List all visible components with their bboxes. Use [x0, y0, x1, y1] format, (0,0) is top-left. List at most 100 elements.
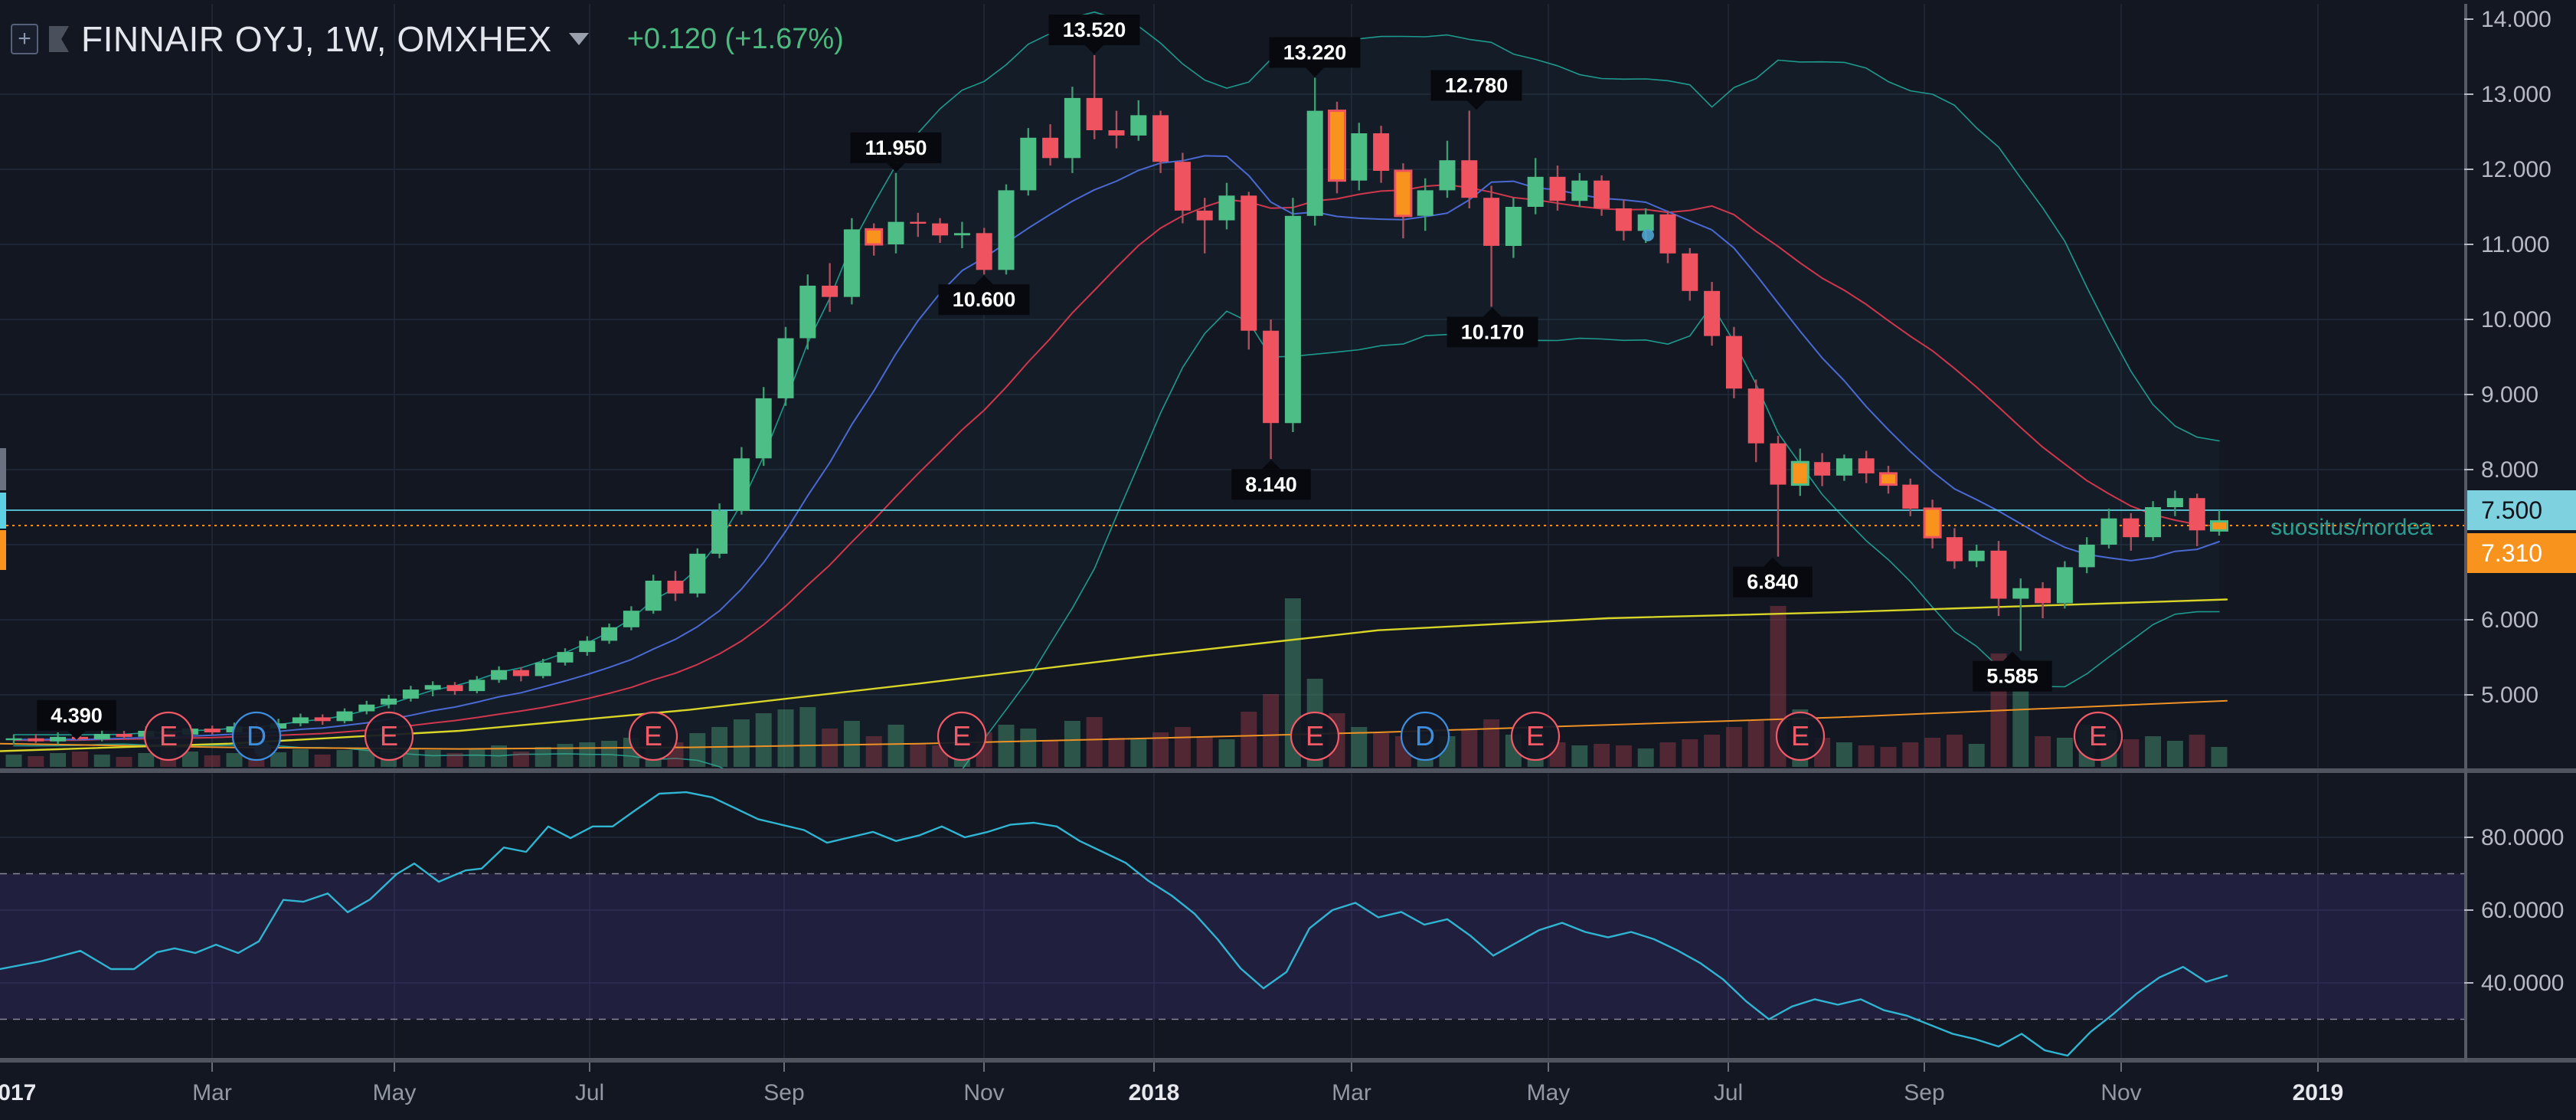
- volume-bar: [292, 749, 309, 767]
- price-callout-text: 10.600: [953, 288, 1016, 311]
- price-callout-box: [850, 132, 942, 163]
- earnings-marker[interactable]: [143, 711, 194, 761]
- candle-body: [645, 581, 662, 611]
- candle-body: [1594, 180, 1610, 208]
- candle-body: [1042, 137, 1059, 159]
- volume-bar: [93, 755, 110, 767]
- candle-body: [469, 680, 485, 692]
- volume-bar: [601, 741, 618, 767]
- candle-body: [976, 233, 992, 270]
- candle-body: [1637, 214, 1654, 231]
- time-axis-label: Sep: [1904, 1080, 1944, 1105]
- candle-body: [623, 611, 639, 627]
- volume-bar: [1968, 744, 1985, 767]
- price-callout-text: 8.140: [1245, 473, 1297, 496]
- volume-bar: [2056, 738, 2073, 767]
- candle-body: [1218, 195, 1235, 221]
- price-callout-box: [1973, 660, 2052, 692]
- event-marker-letter: E: [2089, 720, 2107, 752]
- rsi-line: [0, 791, 2228, 1057]
- volume-bar: [1902, 742, 1919, 767]
- candle-body: [292, 717, 309, 724]
- candle-body: [358, 704, 375, 712]
- candle-body: [733, 458, 750, 511]
- price-change: +0.120 (+1.67%): [626, 22, 844, 55]
- pane-separator-bottom[interactable]: [0, 1058, 2576, 1063]
- event-marker-letter: E: [1306, 720, 1324, 752]
- candle-body: [1020, 137, 1037, 191]
- earnings-marker[interactable]: [628, 711, 678, 761]
- candle-body: [557, 652, 574, 663]
- candle-body: [402, 689, 419, 699]
- candle-body: [1968, 550, 1985, 562]
- volume-bar: [1218, 739, 1235, 767]
- volume-bar: [1263, 694, 1280, 767]
- candle-body: [998, 190, 1015, 270]
- candle-body: [93, 734, 110, 739]
- price-callout-pointer: [1483, 307, 1502, 317]
- chevron-down-icon[interactable]: [568, 33, 589, 45]
- candle-body: [1130, 115, 1147, 136]
- dividend-marker[interactable]: [231, 711, 282, 761]
- left-edge-orange-fragment: [0, 530, 6, 570]
- candle-body: [1836, 458, 1852, 476]
- volume-bar: [1042, 740, 1059, 767]
- candle-body: [910, 221, 927, 224]
- left-edge-gray-fragment: [0, 448, 6, 490]
- volume-bar: [226, 753, 243, 767]
- volume-bar: [2166, 741, 2183, 767]
- candle-body: [2123, 518, 2140, 538]
- blue-dot-marker[interactable]: [1642, 229, 1654, 241]
- candle-body: [953, 233, 970, 236]
- candle-body: [381, 698, 397, 705]
- rsi-axis-label: 40.0000: [2481, 971, 2564, 996]
- candle-body: [491, 670, 508, 680]
- left-edge-cyan-fragment: [0, 493, 6, 529]
- dividend-marker[interactable]: [1400, 711, 1450, 761]
- candle-body: [512, 670, 529, 676]
- volume-bar: [1725, 727, 1742, 767]
- event-marker-letter: E: [1791, 720, 1809, 752]
- price-callout-pointer: [1467, 100, 1486, 110]
- earnings-marker[interactable]: [1510, 711, 1561, 761]
- earnings-marker[interactable]: [364, 711, 414, 761]
- candle-body: [1725, 336, 1742, 389]
- earnings-marker[interactable]: [1775, 711, 1826, 761]
- time-axis-label: 2017: [0, 1080, 36, 1105]
- volume-bar: [446, 753, 463, 767]
- volume-bar: [2035, 736, 2051, 767]
- earnings-marker[interactable]: [937, 711, 987, 761]
- candle-body: [799, 285, 816, 339]
- symbol-title[interactable]: FINNAIR OYJ, 1W, OMXHEX: [81, 19, 552, 59]
- volume-bar: [1858, 745, 1875, 767]
- earnings-marker[interactable]: [1290, 711, 1340, 761]
- last-price-badge: [2467, 533, 2576, 573]
- add-symbol-icon[interactable]: +: [11, 24, 38, 54]
- candle-body: [932, 223, 949, 236]
- volume-bar: [204, 755, 221, 767]
- window-top-accent-bar: [0, 0, 2576, 4]
- volume-bar: [116, 757, 132, 767]
- time-axis-label: Jul: [1714, 1080, 1743, 1105]
- volume-bar: [270, 752, 287, 767]
- price-pane-surface[interactable]: [0, 4, 2464, 768]
- candle-body: [1923, 507, 1942, 539]
- price-axis-label: 6.000: [2481, 607, 2538, 633]
- earnings-marker[interactable]: [2073, 711, 2123, 761]
- time-axis-surface[interactable]: [0, 1063, 2576, 1120]
- price-callout-box: [1269, 37, 1361, 68]
- volume-bar: [1351, 727, 1368, 767]
- event-marker-letter: E: [644, 720, 662, 752]
- volume-bar: [1747, 721, 1764, 767]
- volume-bar: [50, 753, 67, 767]
- candle-body: [2189, 498, 2205, 531]
- time-axis-label: Nov: [2100, 1080, 2141, 1105]
- flag-logo-icon: [49, 26, 69, 52]
- rsi-pane-surface[interactable]: [0, 773, 2464, 1058]
- price-axis-label: 9.000: [2481, 382, 2538, 408]
- candle-body: [1990, 550, 2007, 599]
- volume-bar: [822, 729, 839, 767]
- candle-body: [1241, 195, 1257, 331]
- pane-separator[interactable]: [0, 768, 2576, 773]
